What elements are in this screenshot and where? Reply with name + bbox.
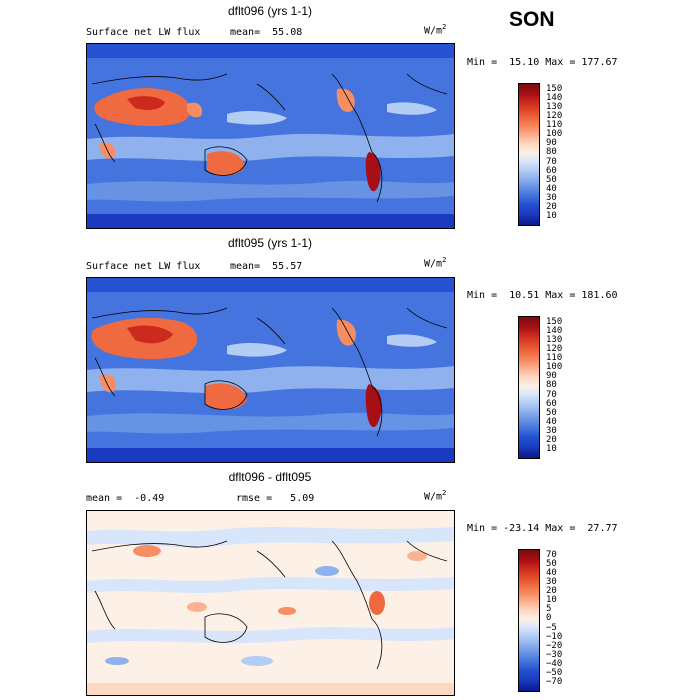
- panel-2-cbar-label: 10: [546, 443, 557, 454]
- panel-3-rmse: rmse = 5.09: [236, 493, 315, 504]
- panel-2-cbar-label: 80: [546, 380, 557, 391]
- panel-2-mean: mean= 55.57: [230, 261, 303, 272]
- panel-3-cbar-label: 20: [546, 586, 557, 597]
- panel-3-cbar-label: −30: [546, 649, 563, 660]
- panel-2-title: dflt095 (yrs 1-1): [227, 236, 313, 250]
- panel-1-colorbar: [518, 83, 540, 226]
- panel-1-title: dflt096 (yrs 1-1): [227, 4, 313, 18]
- panel-1-cbar-label: 50: [546, 174, 557, 185]
- panel-2-cbar-label: 140: [546, 326, 563, 337]
- panel-1-cbar-label: 130: [546, 102, 563, 113]
- panel-3-cbar-label: 40: [546, 568, 557, 579]
- panel-1-cbar-label: 30: [546, 192, 557, 203]
- panel-1-cbar-label: 80: [546, 147, 557, 158]
- panel-1-map-graphic: [87, 44, 454, 228]
- panel-3-colorbar-labels: 70 50 40 30 20 10 5 0 −5 −10 −20 −30 −40…: [546, 549, 586, 692]
- panel-2-colorbar: [518, 316, 540, 459]
- panel-1-mean: mean= 55.08: [230, 27, 303, 38]
- panel-1-cbar-label: 60: [546, 165, 557, 176]
- panel-1-cbar-label: 20: [546, 201, 557, 212]
- panel-2-cbar-label: 70: [546, 389, 557, 400]
- panel-1-cbar-label: 140: [546, 93, 563, 104]
- panel-1-colorbar-fill: [519, 84, 539, 225]
- panel-1-units: W/m2: [424, 23, 447, 37]
- panel-3-colorbar-fill: [519, 550, 539, 691]
- panel-3-map-graphic: [87, 511, 454, 695]
- panel-2-cbar-label: 130: [546, 335, 563, 346]
- panel-1-cbar-label: 40: [546, 183, 557, 194]
- panel-2-map-graphic: [87, 278, 454, 462]
- panel-2-cbar-label: 100: [546, 362, 563, 373]
- panel-3-cbar-label: 30: [546, 577, 557, 588]
- panel-1-minmax: Min = 15.10 Max = 177.67: [467, 57, 618, 68]
- panel-3-title: dflt096 - dflt095: [228, 470, 312, 484]
- panel-2-cbar-label: 60: [546, 398, 557, 409]
- panel-2-minmax: Min = 10.51 Max = 181.60: [467, 290, 618, 301]
- season-label: SON: [509, 8, 555, 31]
- panel-1-cbar-label: 10: [546, 210, 557, 221]
- panel-2-cbar-label: 40: [546, 416, 557, 427]
- panel-2-colorbar-fill: [519, 317, 539, 458]
- panel-2-units: W/m2: [424, 256, 447, 270]
- panel-1-cbar-label: 70: [546, 156, 557, 167]
- panel-3-cbar-label: 10: [546, 595, 557, 606]
- panel-3-cbar-label: 50: [546, 559, 557, 570]
- panel-2-cbar-label: 30: [546, 425, 557, 436]
- panel-3-colorbar: [518, 549, 540, 692]
- panel-3-cbar-label: −50: [546, 667, 563, 678]
- panel-2-cbar-label: 120: [546, 344, 563, 355]
- panel-2-cbar-label: 50: [546, 407, 557, 418]
- panel-3-cbar-label: −5: [546, 622, 557, 633]
- panel-3-cbar-label: −20: [546, 640, 563, 651]
- panel-1-field-label: Surface net LW flux: [86, 27, 201, 38]
- panel-3-units: W/m2: [424, 489, 447, 503]
- panel-1-cbar-label: 100: [546, 129, 563, 140]
- panel-3-cbar-label: 5: [546, 604, 552, 615]
- panel-2-cbar-label: 20: [546, 434, 557, 445]
- panel-3-cbar-label: −70: [546, 676, 563, 687]
- panel-3-cbar-label: 0: [546, 613, 552, 624]
- panel-2-colorbar-labels: 150 140 130 120 110 100 90 80 70 60 50 4…: [546, 316, 586, 459]
- panel-1-cbar-label: 120: [546, 111, 563, 122]
- panel-1-map: [86, 43, 455, 229]
- panel-2-cbar-label: 110: [546, 353, 563, 364]
- panel-2-cbar-label: 90: [546, 371, 557, 382]
- panel-3-cbar-label: −10: [546, 631, 563, 642]
- panel-2-map: [86, 277, 455, 463]
- panel-3-cbar-label: −40: [546, 658, 563, 669]
- panel-1-colorbar-labels: 150 140 130 120 110 100 90 80 70 60 50 4…: [546, 83, 586, 226]
- panel-2-cbar-label: 150: [546, 317, 563, 328]
- panel-1-cbar-label: 90: [546, 138, 557, 149]
- panel-1-cbar-label: 110: [546, 120, 563, 131]
- panel-1-cbar-label: 150: [546, 84, 563, 95]
- panel-3-cbar-label: 70: [546, 550, 557, 561]
- panel-3-minmax: Min = -23.14 Max = 27.77: [467, 523, 618, 534]
- panel-2-field-label: Surface net LW flux: [86, 261, 201, 272]
- panel-3-mean: mean = -0.49: [86, 493, 165, 504]
- panel-3-map: [86, 510, 455, 696]
